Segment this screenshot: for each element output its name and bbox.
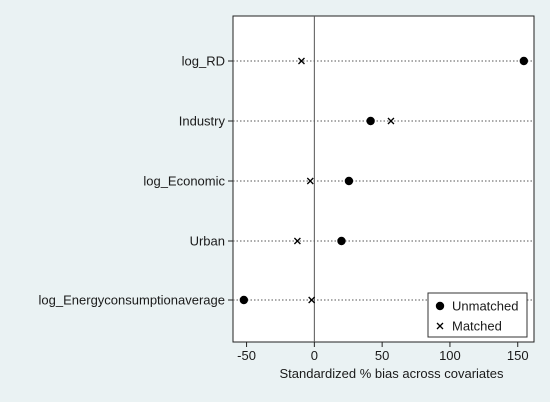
x-tick-label: 0 [311,348,318,363]
covariate-label: Industry [179,114,226,129]
legend-matched-symbol [436,322,444,330]
legend-unmatched-symbol [435,301,445,311]
series-unmatched [239,56,529,305]
covariate-label: log_RD [182,54,225,69]
x-axis: -50 0 50 100 150 [237,342,529,363]
unmatched-point [239,295,249,305]
covariate-label: log_Energyconsumptionaverage [39,293,225,308]
unmatched-point [344,176,354,186]
legend-matched-label: Matched [452,319,502,334]
covariate-labels: log_RD Industry log_Economic Urban log_Energ… [39,54,226,308]
plot-area [232,15,535,343]
legend-unmatched-label: Unmatched [452,299,518,314]
unmatched-point [366,116,375,126]
covariate-label: Urban [190,234,225,249]
grid-lines [228,60,534,301]
matched-point [293,237,301,245]
matched-point [308,296,316,304]
unmatched-point [337,236,346,246]
covariate-label: log_Economic [143,174,225,189]
x-axis-label: Standardized % bias across covariates [279,366,504,381]
matched-point [298,57,305,65]
legend-box [427,292,528,338]
x-tick-label: 50 [375,348,389,363]
x-tick-label: 150 [507,348,529,363]
x-tick-label: 100 [439,348,461,363]
legend: Unmatched Matched [427,292,528,338]
matched-point [387,117,395,125]
unmatched-point [519,56,529,66]
series-matched [293,57,395,304]
x-tick-label: -50 [237,348,256,363]
matched-point [306,177,314,185]
